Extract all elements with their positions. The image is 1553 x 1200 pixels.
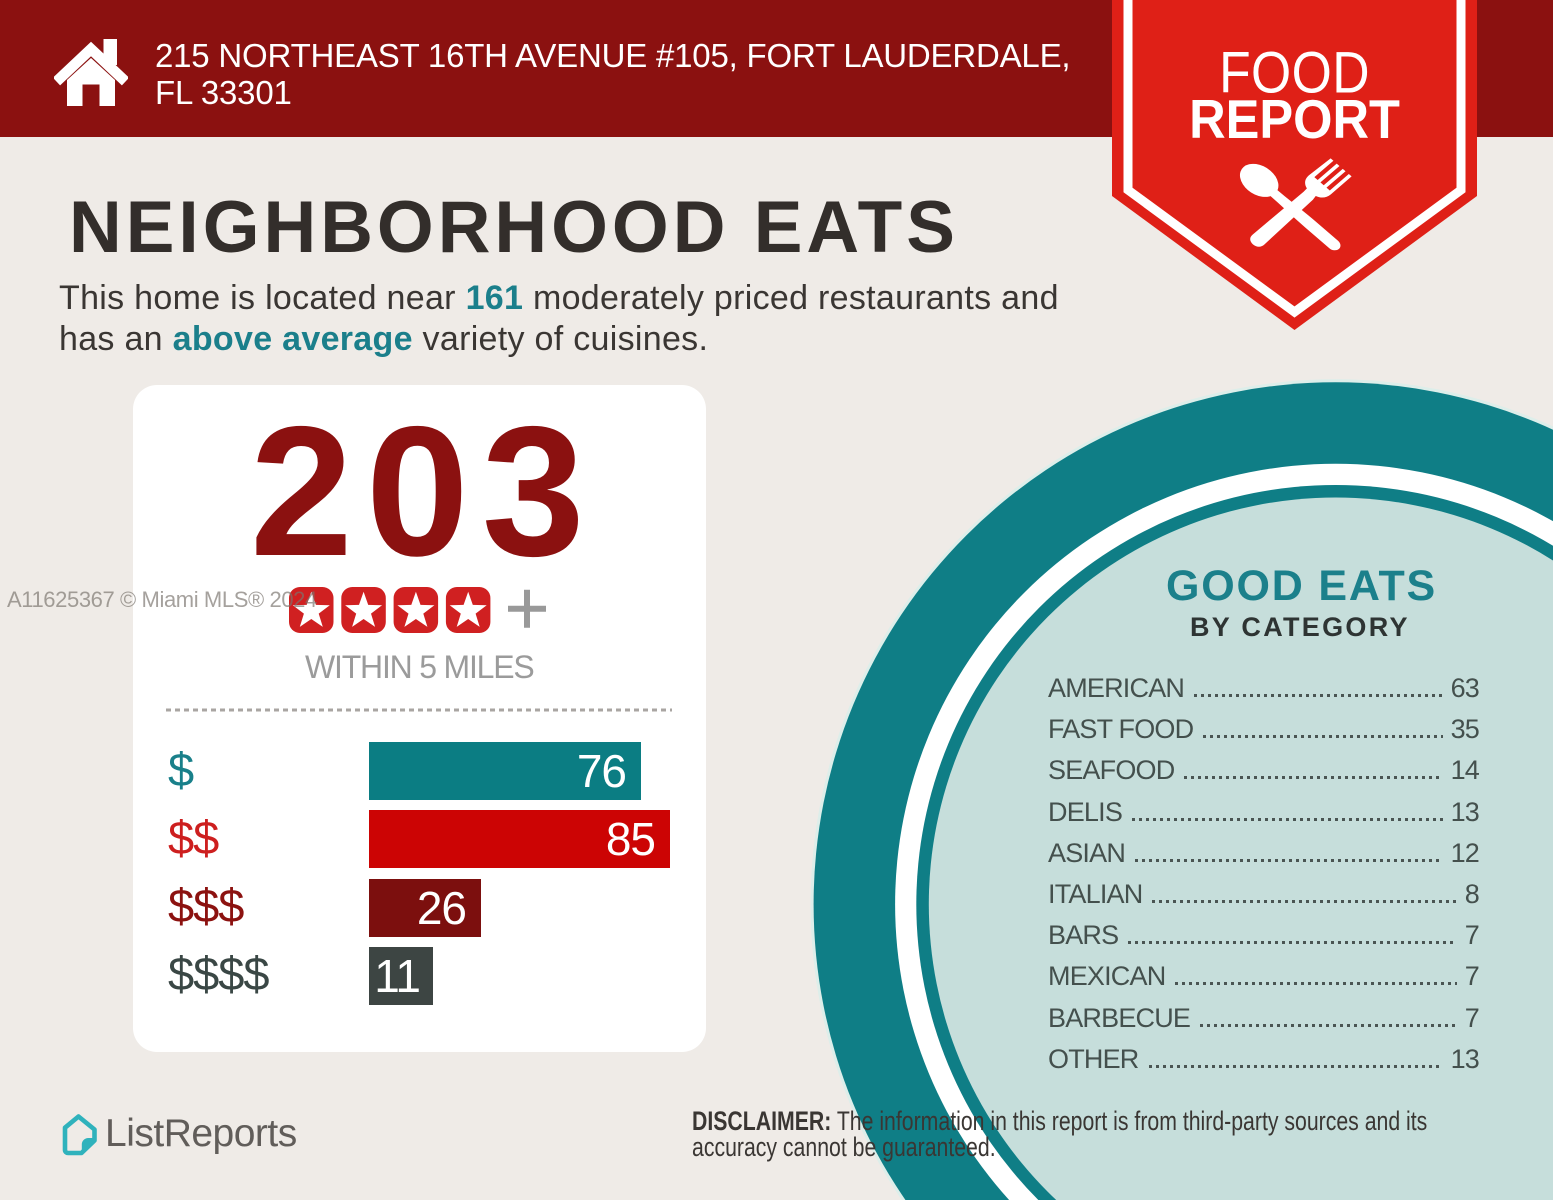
svg-text:FOOD: FOOD xyxy=(1219,40,1370,105)
svg-text:REPORT: REPORT xyxy=(1189,89,1400,150)
